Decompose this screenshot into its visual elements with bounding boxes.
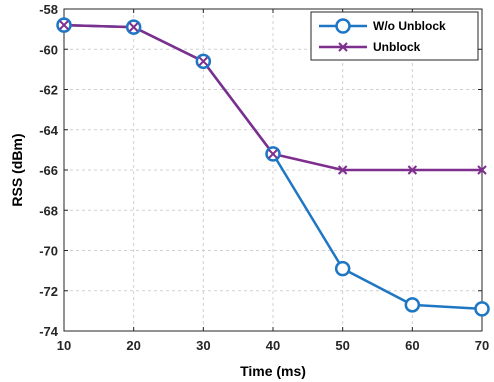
- y-tick-label: -72: [39, 284, 58, 299]
- y-tick-label: -60: [39, 42, 58, 57]
- data-point-x-stroke: [477, 165, 487, 175]
- x-axis-label: Time (ms): [240, 363, 306, 379]
- legend-circle-shape: [335, 18, 351, 34]
- legend-x-stroke: [338, 42, 348, 52]
- x-tick-label: 30: [196, 338, 210, 353]
- y-tick-label: -58: [39, 2, 58, 17]
- tick-labels: 10 20 30 40 50 60 70 -58 -60 -62 -64 -66 -68 -70 -72 -7…: [39, 2, 489, 353]
- x-tick-label: 10: [57, 338, 71, 353]
- legend-label-unblock: Unblock: [373, 40, 421, 54]
- legend-marker-x-icon: [338, 42, 348, 52]
- y-tick-label: -74: [39, 324, 59, 339]
- data-point-x: [128, 22, 139, 32]
- y-tick-label: -66: [39, 163, 58, 178]
- x-tick-label: 60: [405, 338, 419, 353]
- y-tick-label: -70: [39, 244, 58, 259]
- data-point-x: [268, 149, 278, 159]
- legend-item-wo-unblock: W/o Unblock: [319, 18, 446, 34]
- data-point-x: [337, 165, 348, 175]
- data-point-x: [477, 165, 487, 175]
- data-point-x-stroke: [337, 165, 348, 175]
- data-point-x: [59, 20, 69, 30]
- y-tick-label: -62: [39, 83, 58, 98]
- y-axis-label: RSS (dBm): [9, 133, 25, 206]
- y-tick-label: -68: [39, 203, 58, 218]
- data-point-x-stroke: [128, 22, 139, 32]
- data-point-x: [407, 165, 418, 175]
- data-point-x-stroke: [268, 149, 278, 159]
- legend-marker-circle-icon: [335, 18, 351, 34]
- legend-label-wo-unblock: W/o Unblock: [373, 19, 446, 33]
- legend-item-unblock: Unblock: [319, 40, 421, 54]
- data-point-circle: [474, 301, 490, 317]
- y-tick-label: -64: [39, 123, 59, 138]
- x-tick-label: 20: [126, 338, 140, 353]
- x-tick-label: 40: [266, 338, 280, 353]
- data-point-circle: [404, 297, 421, 313]
- data-point-x-stroke: [198, 56, 209, 67]
- data-point-x: [198, 56, 209, 67]
- x-tick-label: 70: [475, 338, 489, 353]
- series-layer: [56, 17, 490, 317]
- data-point-x-stroke: [407, 165, 418, 175]
- legend: W/o Unblock Unblock: [310, 11, 479, 61]
- data-point-circle: [334, 260, 351, 277]
- x-tick-label: 50: [335, 338, 349, 353]
- data-point-x-stroke: [59, 20, 69, 30]
